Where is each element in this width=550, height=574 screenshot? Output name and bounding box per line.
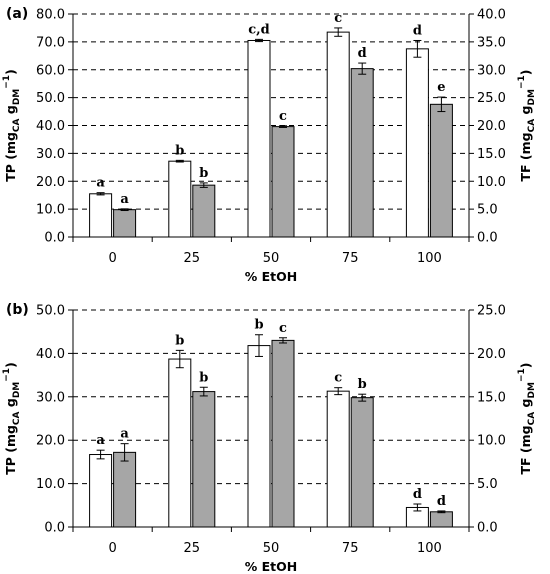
panel-a-right-tick-label: 40.0 — [477, 8, 506, 23]
panel-a-left-tick-label: 80.0 — [36, 8, 65, 23]
panel-b-x-tick-label: 25 — [184, 541, 201, 556]
panel-a-bar — [113, 209, 137, 238]
panel-a-label: (a) — [6, 6, 28, 22]
panel-a-right-tick-label: 10.0 — [477, 175, 506, 190]
panel-a-significance-label: a — [96, 176, 105, 191]
panel-a-bar — [429, 103, 453, 238]
panel-b-right-axis-title: TF (mgCA gDM−1) — [517, 363, 537, 475]
panel-a-left-tick-label: 0.0 — [44, 231, 65, 246]
panel-a-x-tick-label: 25 — [184, 251, 201, 266]
panel-a-x-axis-title: % EtOH — [245, 269, 297, 284]
panel-b-significance-label: b — [175, 333, 184, 348]
panel-b-bar — [326, 390, 350, 528]
panel-b-significance-label: d — [413, 487, 422, 502]
panel-b-left-tick-label: 20.0 — [36, 434, 65, 449]
panel-b-significance-label: b — [199, 370, 208, 385]
panel-b-right-tick-label: 5.0 — [477, 477, 498, 492]
panel-a-left-tick-label: 70.0 — [36, 35, 65, 50]
panel-b-right-tick-label: 25.0 — [477, 304, 506, 319]
panel-a-bar — [326, 31, 350, 238]
panel-a-right-tick-label: 5.0 — [477, 203, 498, 218]
panel-a-left-tick-label: 20.0 — [36, 175, 65, 190]
panel-b-right-tick-label: 15.0 — [477, 390, 506, 405]
panel-b-right-tick-label: 10.0 — [477, 434, 506, 449]
panel-a-significance-label: c,d — [248, 22, 270, 37]
panel-b-x-tick-label: 0 — [108, 541, 116, 556]
panel-a-significance-label: d — [413, 23, 422, 38]
panel-a-significance-label: e — [437, 80, 445, 95]
panel-b-left-tick-label: 50.0 — [36, 304, 65, 319]
panel-b-significance-label: c — [334, 371, 342, 386]
panel-a-right-tick-label: 20.0 — [477, 119, 506, 134]
panel-a-right-tick-label: 25.0 — [477, 91, 506, 106]
panel-b-bar — [429, 511, 453, 528]
panel-a-bar — [405, 48, 429, 238]
panel-b-left-tick-label: 30.0 — [36, 390, 65, 405]
panel-a-significance-label: b — [199, 166, 208, 181]
panel-a-significance-label: c — [279, 109, 287, 124]
panel-a-x-tick-label: 100 — [417, 251, 442, 266]
panel-a-significance-label: b — [175, 143, 184, 158]
panel-b-left-tick-label: 0.0 — [44, 521, 65, 536]
panel-a-x-tick-label: 50 — [263, 251, 280, 266]
panel-a-right-tick-label: 35.0 — [477, 35, 506, 50]
panel-b-significance-label: a — [96, 433, 105, 448]
panel-a-x-tick-label: 0 — [108, 251, 116, 266]
panel-a-right-tick-label: 0.0 — [477, 231, 498, 246]
panel-b-left-tick-label: 40.0 — [36, 347, 65, 362]
panel-a-left-tick-label: 10.0 — [36, 203, 65, 218]
panel-a-left-tick-label: 40.0 — [36, 119, 65, 134]
panel-b-right-tick-label: 20.0 — [477, 347, 506, 362]
panel-b-significance-label: d — [437, 494, 446, 509]
panel-b-bar — [247, 345, 271, 528]
panel-a-bar — [89, 193, 113, 238]
panel-b-left-tick-label: 10.0 — [36, 477, 65, 492]
panel-a-bar — [247, 39, 271, 238]
panel-b-chart: 0.0 0.0 10.0 5.0 20.0 10.0 30.0 15.0 40.0 20.0 50.… — [2, 302, 537, 574]
panel-a-significance-label: c — [334, 11, 342, 26]
panel-b-x-tick-label: 50 — [263, 541, 280, 556]
panel-a-left-tick-label: 60.0 — [36, 63, 65, 78]
panel-a-left-axis-title: TP (mgCA gDM−1) — [2, 69, 22, 182]
panel-a-significance-label: a — [120, 192, 129, 207]
panel-b-bar — [168, 358, 192, 528]
panel-a-bar — [192, 184, 216, 238]
panel-a-right-axis-title: TF (mgCA gDM−1) — [517, 70, 537, 182]
panel-a-bar — [350, 68, 374, 238]
panel-b-bar — [113, 451, 137, 528]
panel-a-left-tick-label: 50.0 — [36, 91, 65, 106]
panel-a-significance-label: d — [358, 46, 367, 61]
panel-b-x-tick-label: 75 — [342, 541, 359, 556]
panel-a-bar — [168, 160, 192, 238]
panel-a-chart: 0.0 0.0 10.0 5.0 20.0 10.0 30.0 15.0 40.0 20.0 50.… — [2, 6, 537, 284]
panel-b-x-axis-title: % EtOH — [245, 559, 297, 574]
panel-b-label: (b) — [6, 302, 29, 318]
panel-a-right-tick-label: 30.0 — [477, 63, 506, 78]
panel-a-left-tick-label: 30.0 — [36, 147, 65, 162]
panel-b-bar — [271, 339, 295, 528]
panel-b-significance-label: a — [120, 427, 129, 442]
panel-b-left-axis-title: TP (mgCA gDM−1) — [2, 362, 22, 475]
panel-b-x-tick-label: 100 — [417, 541, 442, 556]
panel-b-right-tick-label: 0.0 — [477, 521, 498, 536]
panel-a-x-tick-label: 75 — [342, 251, 359, 266]
panel-b-significance-label: b — [254, 318, 263, 333]
panel-b-bar — [350, 397, 374, 528]
panel-b-significance-label: c — [279, 321, 287, 336]
panel-b-bar — [89, 454, 113, 528]
panel-a-right-tick-label: 15.0 — [477, 147, 506, 162]
panel-b-bar — [192, 391, 216, 528]
panel-b-significance-label: b — [358, 377, 367, 392]
panel-a-bar — [271, 126, 295, 238]
